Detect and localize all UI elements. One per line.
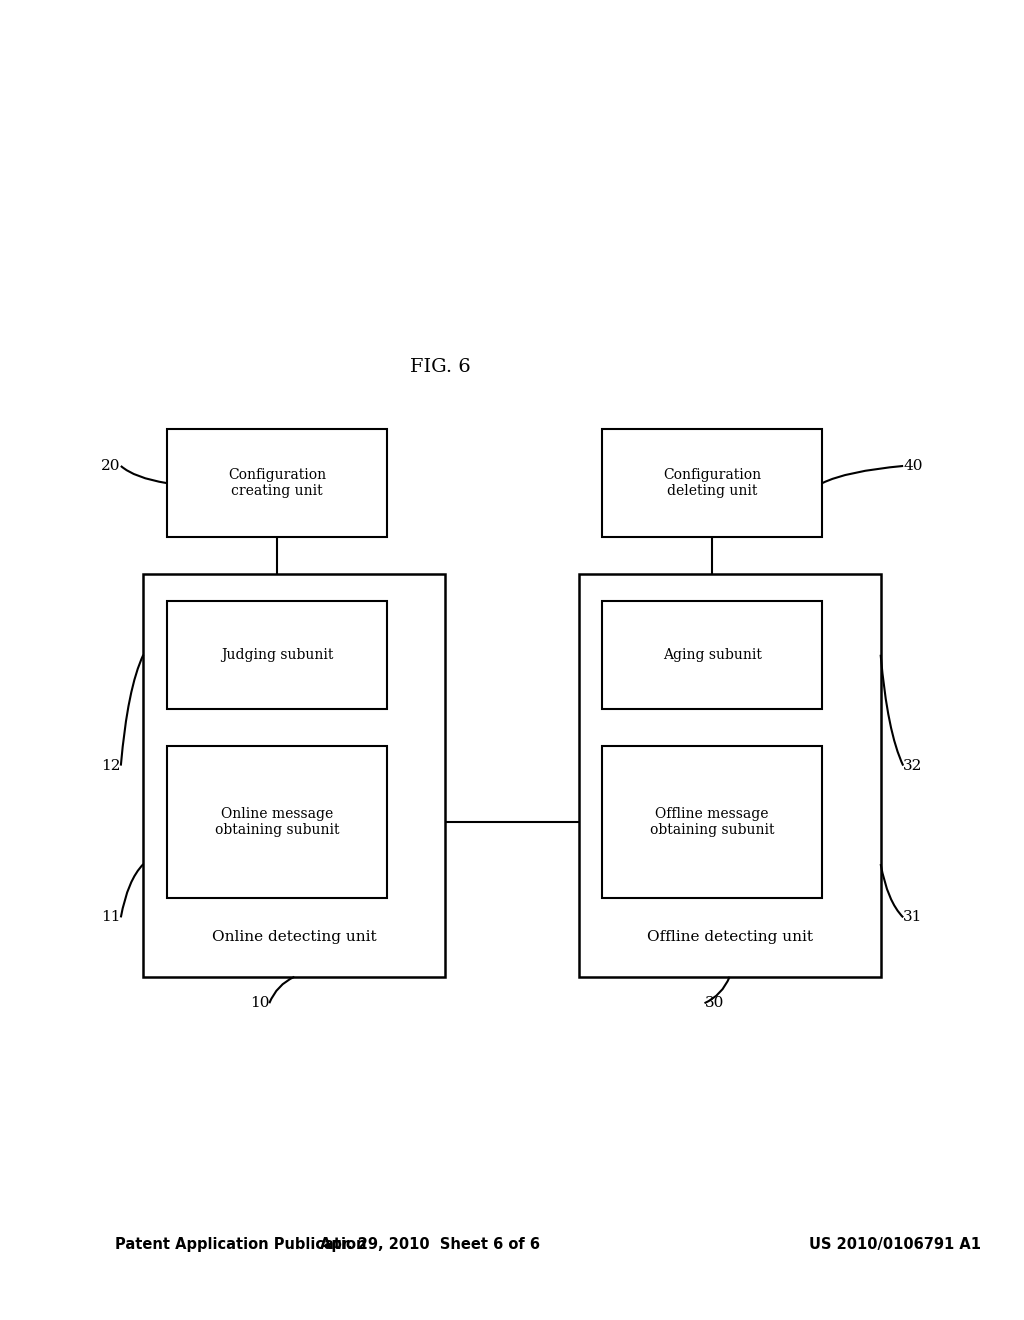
Text: 32: 32 — [903, 759, 923, 772]
Bar — [602, 429, 822, 537]
Text: Apr. 29, 2010  Sheet 6 of 6: Apr. 29, 2010 Sheet 6 of 6 — [319, 1238, 540, 1253]
Text: FIG. 6: FIG. 6 — [410, 358, 471, 376]
Text: 31: 31 — [903, 911, 923, 924]
Bar — [143, 574, 445, 977]
Text: Patent Application Publication: Patent Application Publication — [115, 1238, 367, 1253]
Text: Configuration
deleting unit: Configuration deleting unit — [664, 469, 761, 498]
Text: 10: 10 — [250, 997, 269, 1010]
Bar — [167, 601, 387, 709]
Bar — [602, 601, 822, 709]
Text: Offline message
obtaining subunit: Offline message obtaining subunit — [650, 807, 774, 837]
Text: Configuration
creating unit: Configuration creating unit — [228, 469, 326, 498]
Text: 20: 20 — [101, 459, 121, 473]
Bar — [579, 574, 881, 977]
Text: Aging subunit: Aging subunit — [663, 648, 762, 661]
Bar — [602, 746, 822, 898]
Text: 30: 30 — [705, 997, 724, 1010]
Text: 11: 11 — [101, 911, 121, 924]
Bar — [167, 429, 387, 537]
Text: Offline detecting unit: Offline detecting unit — [646, 931, 813, 944]
Text: Judging subunit: Judging subunit — [221, 648, 333, 661]
Text: 12: 12 — [101, 759, 121, 772]
Text: 40: 40 — [903, 459, 923, 473]
Text: US 2010/0106791 A1: US 2010/0106791 A1 — [809, 1238, 981, 1253]
Text: Online detecting unit: Online detecting unit — [212, 931, 377, 944]
Text: Online message
obtaining subunit: Online message obtaining subunit — [215, 807, 339, 837]
Bar — [167, 746, 387, 898]
